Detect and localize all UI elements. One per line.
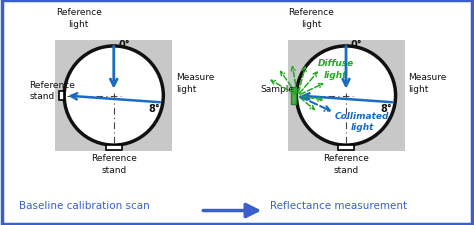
Text: light: light <box>69 19 89 28</box>
Text: stand: stand <box>101 165 127 174</box>
Text: stand: stand <box>333 165 359 174</box>
Text: light: light <box>324 71 347 79</box>
Text: 0°: 0° <box>351 40 362 50</box>
Text: light: light <box>409 84 429 93</box>
Circle shape <box>296 47 396 145</box>
Text: Sample: Sample <box>260 85 294 94</box>
Text: light: light <box>176 84 197 93</box>
Circle shape <box>64 47 164 145</box>
Text: 8°: 8° <box>148 104 160 114</box>
Bar <box>338 145 354 151</box>
Text: Measure: Measure <box>409 73 447 82</box>
Bar <box>106 145 122 151</box>
Bar <box>288 41 404 151</box>
Text: 0°: 0° <box>118 40 130 50</box>
Bar <box>59 92 64 100</box>
Text: Reference: Reference <box>91 154 137 162</box>
Text: Reflectance measurement: Reflectance measurement <box>270 200 407 210</box>
Text: Collimated: Collimated <box>335 111 390 120</box>
Bar <box>55 41 172 151</box>
Text: Reference: Reference <box>29 80 75 89</box>
Text: Baseline calibration scan: Baseline calibration scan <box>19 200 150 210</box>
Text: stand: stand <box>29 92 55 101</box>
Text: 8°: 8° <box>381 104 392 114</box>
Text: light: light <box>351 122 374 131</box>
Text: Reference: Reference <box>288 8 334 17</box>
Text: Diffuse: Diffuse <box>318 59 354 68</box>
Bar <box>291 87 296 105</box>
Text: Measure: Measure <box>176 73 215 82</box>
Text: Reference: Reference <box>323 154 369 162</box>
Text: light: light <box>301 19 321 28</box>
Text: Reference: Reference <box>56 8 102 17</box>
